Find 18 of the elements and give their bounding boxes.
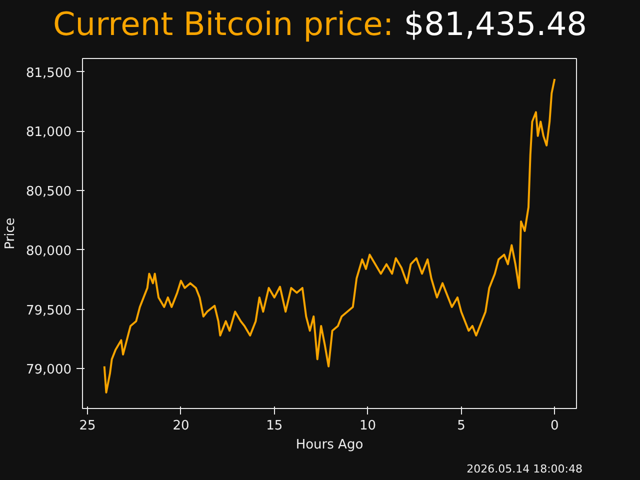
x-tick-label: 20 bbox=[172, 418, 190, 434]
y-tick-label: 81,000 bbox=[26, 125, 72, 140]
y-tick-label: 81,500 bbox=[26, 66, 72, 81]
x-tick-label: 15 bbox=[266, 418, 283, 434]
y-tick-label: 79,500 bbox=[26, 303, 72, 318]
x-tick-label: 5 bbox=[457, 418, 466, 434]
x-tick-label: 10 bbox=[360, 418, 376, 434]
y-axis-title: Price bbox=[3, 218, 18, 250]
x-tick-label: 0 bbox=[550, 418, 559, 434]
line-series bbox=[103, 78, 556, 394]
y-tick-label: 79,000 bbox=[26, 362, 72, 378]
x-tick-label: 25 bbox=[79, 418, 96, 434]
y-tick-label: 80,000 bbox=[26, 244, 72, 259]
text: 2026.05.14 18:00:48 bbox=[466, 462, 583, 476]
y-tick-label: 80,500 bbox=[26, 184, 72, 200]
x-axis-title: Hours Ago bbox=[296, 438, 364, 452]
chart-title: Current Bitcoin price: bbox=[52, 5, 394, 43]
chart-subtitle: $81,435.48 bbox=[404, 5, 588, 43]
